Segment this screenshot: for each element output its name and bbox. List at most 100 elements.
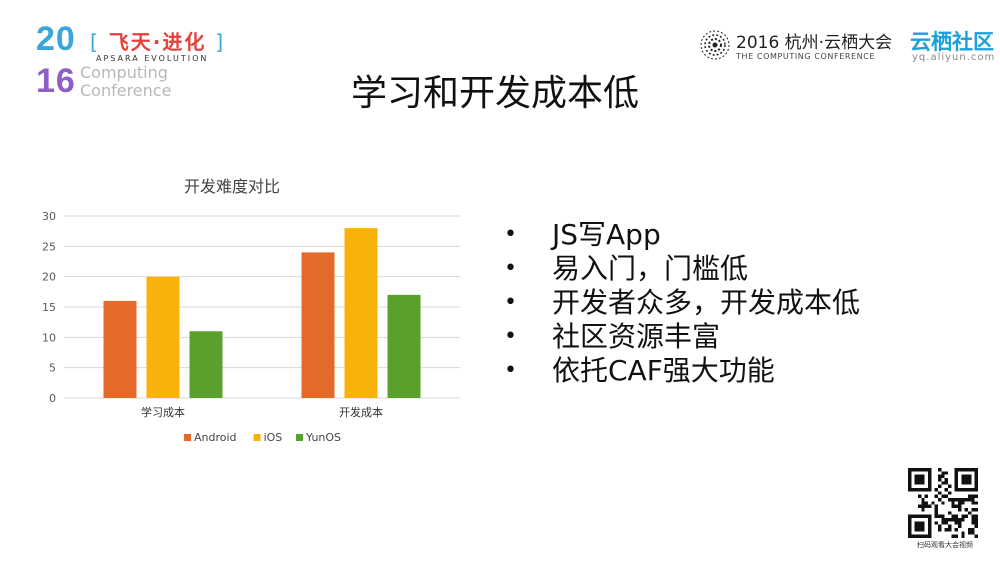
- qr-module: [961, 531, 965, 535]
- qr-module: [928, 531, 932, 535]
- qr-code[interactable]: [908, 468, 978, 538]
- chart-title: 开发难度对比: [184, 177, 280, 196]
- qr-module: [928, 514, 932, 518]
- community-name: 云栖社区: [910, 30, 994, 54]
- qr-module: [974, 468, 978, 472]
- qr-module: [961, 481, 965, 485]
- community-url: yq.aliyun.com: [912, 52, 996, 63]
- qr-module: [971, 501, 975, 505]
- qr-module: [944, 471, 948, 475]
- qr-module: [921, 481, 925, 485]
- conference-subtitle: THE COMPUTING CONFERENCE: [736, 52, 876, 61]
- qr-module: [954, 518, 958, 522]
- qr-module: [944, 494, 948, 498]
- qr-module: [908, 474, 912, 478]
- qr-module: [961, 498, 965, 502]
- qr-module: [974, 508, 978, 512]
- qr-module: [924, 534, 928, 538]
- qr-module: [941, 521, 945, 525]
- qr-module: [911, 468, 915, 472]
- logo-year-top: 20: [36, 20, 76, 58]
- qr-module: [921, 528, 925, 532]
- qr-module: [961, 518, 965, 522]
- event-logo: 20 16 [ 飞天·进化 ] APSARA EVOLUTION Computi…: [36, 20, 256, 104]
- qr-module: [968, 494, 972, 498]
- qr-module: [928, 504, 932, 508]
- qr-module: [928, 521, 932, 525]
- qr-module: [954, 478, 958, 482]
- qr-module: [968, 481, 972, 485]
- x-tick-label: 学习成本: [141, 405, 185, 419]
- qr-module: [968, 468, 972, 472]
- qr-module: [908, 518, 912, 522]
- qr-module: [961, 488, 965, 492]
- bar-android: [103, 300, 137, 398]
- qr-module: [911, 488, 915, 492]
- qr-module: [964, 481, 968, 485]
- bullet-text: JS写App: [552, 218, 661, 251]
- qr-module: [968, 478, 972, 482]
- qr-module: [968, 531, 972, 535]
- qr-module: [921, 514, 925, 518]
- logo-computing-conference: Computing Conference: [80, 64, 171, 100]
- qr-module: [918, 468, 922, 472]
- qr-module: [951, 514, 955, 518]
- bar-ios: [344, 228, 378, 398]
- qr-module: [918, 514, 922, 518]
- y-tick-label: 10: [42, 331, 56, 344]
- qr-module: [964, 474, 968, 478]
- qr-module: [974, 474, 978, 478]
- qr-module: [951, 504, 955, 508]
- qr-module: [934, 511, 938, 515]
- qr-module: [958, 498, 962, 502]
- qr-module: [954, 514, 958, 518]
- qr-module: [928, 534, 932, 538]
- qr-module: [928, 518, 932, 522]
- qr-module: [948, 518, 952, 522]
- qr-module: [954, 521, 958, 525]
- qr-caption: 扫码观看大会视频: [917, 541, 973, 549]
- qr-module: [974, 484, 978, 488]
- y-tick-label: 20: [42, 271, 56, 284]
- qr-module: [948, 484, 952, 488]
- qr-module: [944, 488, 948, 492]
- qr-module: [921, 521, 925, 525]
- qr-module: [928, 488, 932, 492]
- qr-module: [974, 514, 978, 518]
- qr-module: [934, 521, 938, 525]
- qr-module: [914, 514, 918, 518]
- qr-module: [951, 518, 955, 522]
- qr-module: [974, 471, 978, 475]
- qr-module: [914, 474, 918, 478]
- qr-module: [934, 488, 938, 492]
- qr-module: [954, 484, 958, 488]
- qr-module: [924, 514, 928, 518]
- qr-module: [924, 504, 928, 508]
- qr-module: [971, 468, 975, 472]
- qr-module: [908, 514, 912, 518]
- qr-module: [941, 518, 945, 522]
- qr-module: [921, 508, 925, 512]
- qr-module: [968, 474, 972, 478]
- qr-module: [908, 488, 912, 492]
- qr-module: [958, 524, 962, 528]
- qr-module: [968, 498, 972, 502]
- qr-module: [924, 488, 928, 492]
- qr-module: [934, 514, 938, 518]
- qr-module: [921, 524, 925, 528]
- qr-module: [924, 501, 928, 505]
- qr-module: [968, 511, 972, 515]
- legend-swatch: [296, 434, 303, 441]
- qr-module: [921, 468, 925, 472]
- qr-module: [941, 501, 945, 505]
- qr-module: [941, 471, 945, 475]
- qr-module: [911, 514, 915, 518]
- qr-module: [974, 494, 978, 498]
- qr-module: [928, 484, 932, 488]
- qr-module: [914, 534, 918, 538]
- qr-module: [954, 504, 958, 508]
- qr-module: [908, 521, 912, 525]
- qr-module: [974, 481, 978, 485]
- qr-module: [941, 481, 945, 485]
- qr-module: [928, 474, 932, 478]
